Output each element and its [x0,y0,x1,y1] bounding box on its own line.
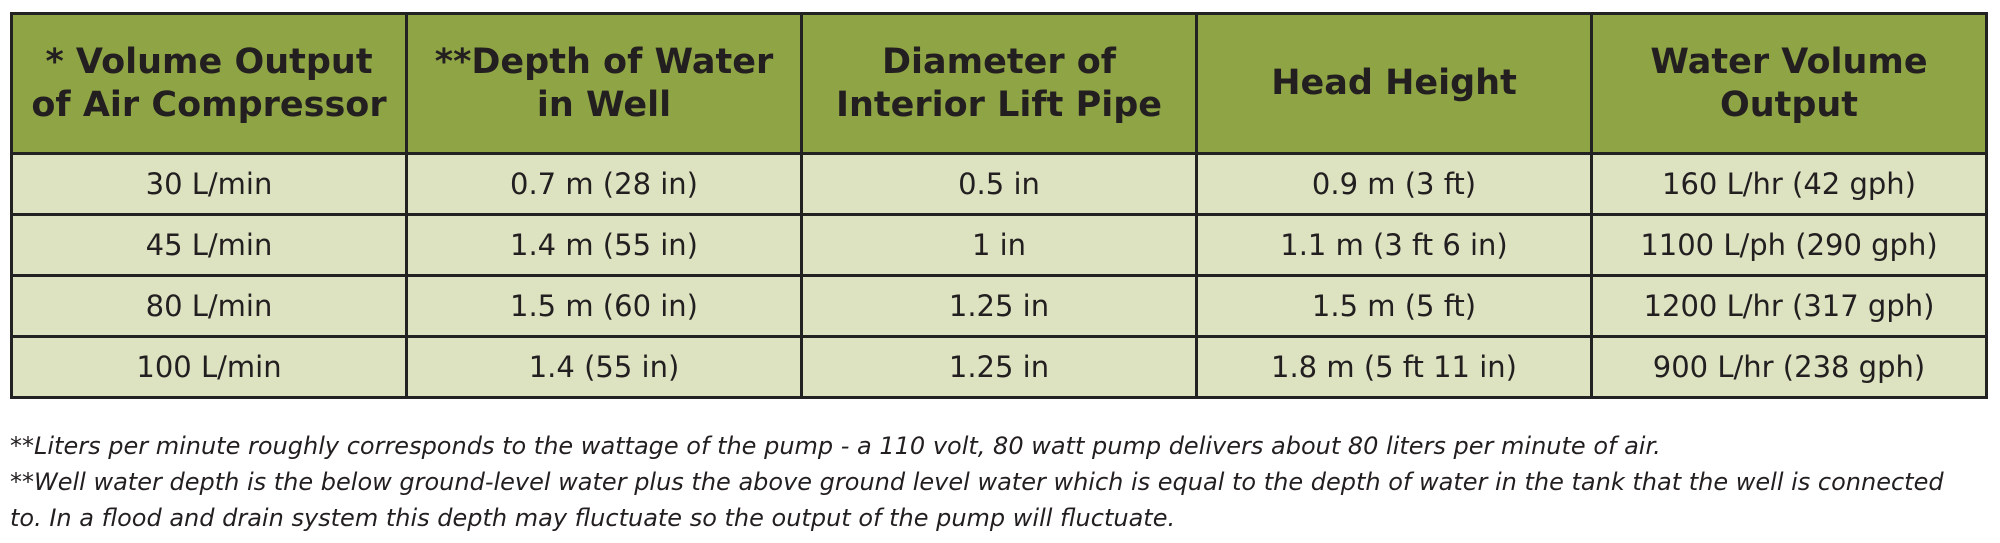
table-cell: 1100 L/ph (290 gph) [1590,213,1988,277]
table-row: 45 L/min 1.4 m (55 in) 1 in 1.1 m (3 ft 6 i… [10,213,1988,277]
table-cell: 0.9 m (3 ft) [1195,152,1593,216]
footnote: **Liters per minute roughly corresponds … [10,432,1661,460]
table-cell: 1.4 (55 in) [405,335,803,399]
header-line: Diameter of [881,41,1117,82]
header-cell: Diameter of Interior Lift Pipe [800,12,1198,155]
table-container: * Volume Output of Air Compressor **Depth … [10,12,1988,399]
table-cell: 1.5 m (60 in) [405,274,803,338]
table-cell: 160 L/hr (42 gph) [1590,152,1988,216]
table-cell: 45 L/min [10,213,408,277]
table-cell: 900 L/hr (238 gph) [1590,335,1988,399]
table-cell: 80 L/min [10,274,408,338]
table-cell: 100 L/min [10,335,408,399]
table-cell: 0.5 in [800,152,1198,216]
header-line: of Air Compressor [31,84,387,125]
data-table: * Volume Output of Air Compressor **Depth … [10,12,1988,399]
header-cell: * Volume Output of Air Compressor [10,12,408,155]
table-cell: 30 L/min [10,152,408,216]
header-cell: **Depth of Water in Well [405,12,803,155]
table-row: 30 L/min 0.7 m (28 in) 0.5 in 0.9 m (3 ft) 1… [10,152,1988,216]
table-cell: 1.4 m (55 in) [405,213,803,277]
table-cell: 1 in [800,213,1198,277]
table-row: 100 L/min 1.4 (55 in) 1.25 in 1.8 m (5 ft 1… [10,335,1988,399]
table-cell: 1200 L/hr (317 gph) [1590,274,1988,338]
notes: **Liters per minute roughly corresponds … [10,428,1970,536]
table-cell: 1.25 in [800,274,1198,338]
header-cell: Water Volume Output [1590,12,1988,155]
table-cell: 1.8 m (5 ft 11 in) [1195,335,1593,399]
table-cell: 1.1 m (3 ft 6 in) [1195,213,1593,277]
table-cell: 0.7 m (28 in) [405,152,803,216]
header-row: * Volume Output of Air Compressor **Depth … [10,12,1988,155]
header-line: Head Height [1271,63,1517,103]
header-line: **Depth of Water [434,41,774,82]
header-line: * Volume Output [45,41,373,82]
table-cell: 1.25 in [800,335,1198,399]
header-line: Interior Lift Pipe [835,84,1163,125]
table-row: 80 L/min 1.5 m (60 in) 1.25 in 1.5 m (5 ft)… [10,274,1988,338]
table-cell: 1.5 m (5 ft) [1195,274,1593,338]
header-line: Water Volume [1650,41,1928,82]
header-line: in Well [536,84,672,125]
footnote: **Well water depth is the below ground-l… [10,468,1944,532]
header-cell: Head Height [1195,12,1593,155]
header-line: Output [1719,84,1859,125]
